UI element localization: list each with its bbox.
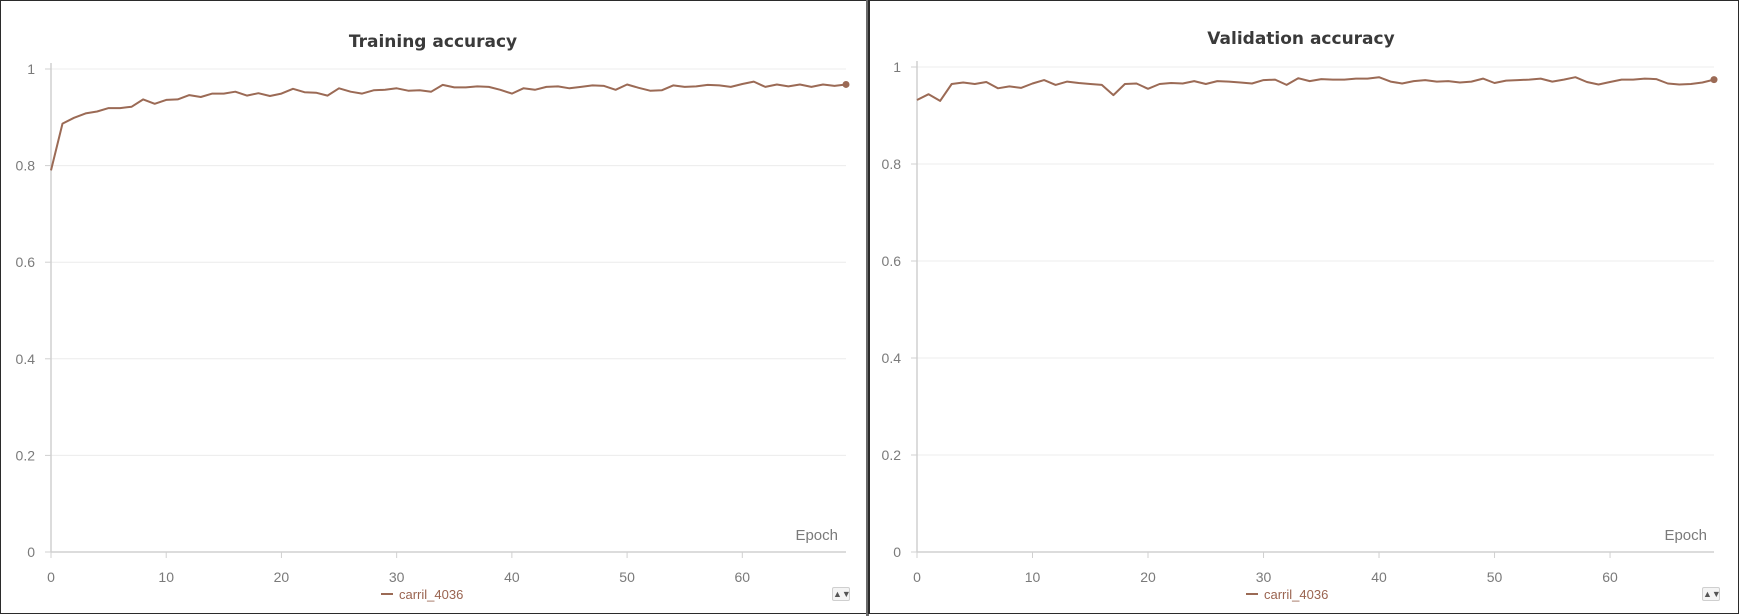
series-line: [916, 76, 1715, 102]
x-tick-label: 0: [47, 569, 55, 585]
x-tick-label: 30: [1256, 569, 1272, 585]
x-tick-label: 50: [1487, 569, 1503, 585]
x-tick-label: 10: [158, 569, 174, 585]
legend-scroll-button[interactable]: ▲▼: [832, 587, 851, 601]
chart-title: Training accuracy: [349, 32, 517, 52]
y-tick-label: 0.4: [882, 350, 902, 366]
x-tick-label: 40: [1371, 569, 1387, 585]
series-end-point: [1710, 76, 1718, 84]
x-tick-label: 20: [1140, 569, 1156, 585]
legend-label: carril_4036: [1264, 587, 1328, 602]
y-tick-label: 0.8: [882, 156, 902, 172]
validation-accuracy-panel: Validation accuracy 0 0.2 0.4 0.6 0.8 1 0 10 20 30…: [868, 0, 1739, 614]
x-tick-label: 40: [504, 569, 520, 585]
y-tick-label: 0.2: [882, 447, 902, 463]
panel-divider: [866, 0, 869, 616]
chart-title: Validation accuracy: [1207, 29, 1394, 49]
legend-label: carril_4036: [399, 587, 463, 602]
training-accuracy-panel: Training accuracy 0 0.2 0.4 0.6 0.8 1 0 10 20 30 40…: [0, 0, 867, 614]
x-tick-label: 10: [1025, 569, 1041, 585]
y-tick-label: 0: [27, 544, 35, 560]
x-tick-label: 60: [1602, 569, 1618, 585]
y-tick-label: 0.2: [16, 447, 36, 463]
x-axis-label: Epoch: [1664, 527, 1707, 544]
y-tick-label: 0.4: [16, 351, 36, 367]
x-tick-label: 60: [735, 569, 751, 585]
y-tick-label: 0.6: [16, 254, 36, 270]
legend-scroll-button[interactable]: ▲▼: [1702, 587, 1721, 601]
y-tick-label: 0: [893, 544, 901, 560]
y-tick-label: 1: [27, 61, 35, 77]
y-tick-label: 0.8: [16, 158, 36, 174]
x-tick-label: 0: [913, 569, 921, 585]
x-tick-label: 20: [274, 569, 290, 585]
y-tick-label: 0.6: [882, 253, 902, 269]
x-tick-label: 30: [389, 569, 405, 585]
series-line: [50, 80, 847, 171]
series-end-point: [842, 80, 850, 88]
x-tick-label: 50: [619, 569, 635, 585]
y-tick-label: 1: [893, 59, 901, 75]
x-axis-label: Epoch: [795, 527, 838, 544]
